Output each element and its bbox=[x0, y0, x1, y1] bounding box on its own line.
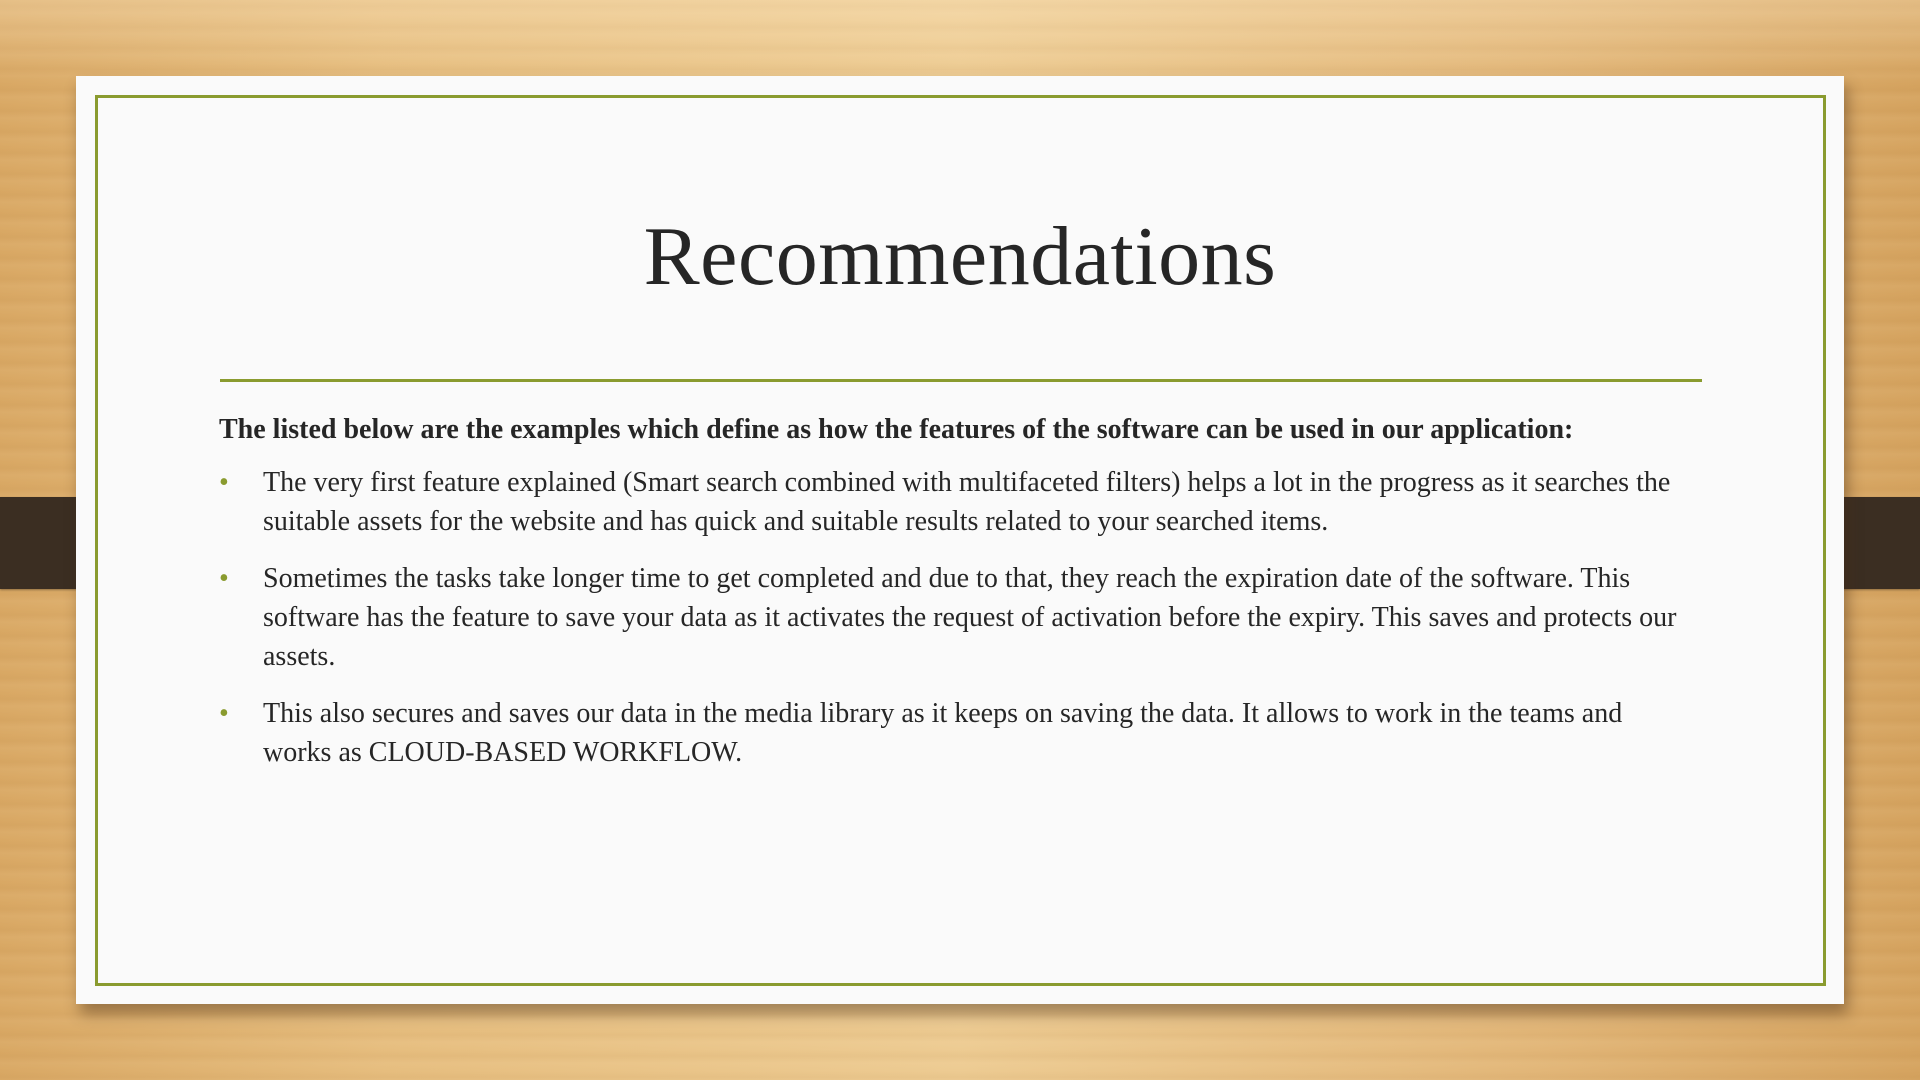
slide-paper: Recommendations The listed below are the… bbox=[76, 76, 1844, 1004]
bullet-item: • This also secures and saves our data i… bbox=[219, 694, 1693, 772]
slide-body: The listed below are the examples which … bbox=[219, 410, 1719, 790]
slide-frame-border bbox=[95, 95, 1826, 986]
title-divider bbox=[220, 379, 1702, 382]
bullet-icon: • bbox=[219, 467, 229, 498]
bullet-list: • The very first feature explained (Smar… bbox=[219, 463, 1719, 772]
bullet-item: • The very first feature explained (Smar… bbox=[219, 463, 1693, 541]
bullet-text: Sometimes the tasks take longer time to … bbox=[263, 563, 1677, 672]
bullet-item: • Sometimes the tasks take longer time t… bbox=[219, 559, 1693, 676]
bullet-text: This also secures and saves our data in … bbox=[263, 698, 1623, 768]
bullet-icon: • bbox=[219, 563, 229, 594]
slide-title: Recommendations bbox=[643, 210, 1277, 303]
bullet-text: The very first feature explained (Smart … bbox=[263, 467, 1671, 537]
bullet-icon: • bbox=[219, 698, 229, 729]
desk-background bbox=[0, 0, 1920, 80]
intro-paragraph: The listed below are the examples which … bbox=[219, 414, 1574, 445]
